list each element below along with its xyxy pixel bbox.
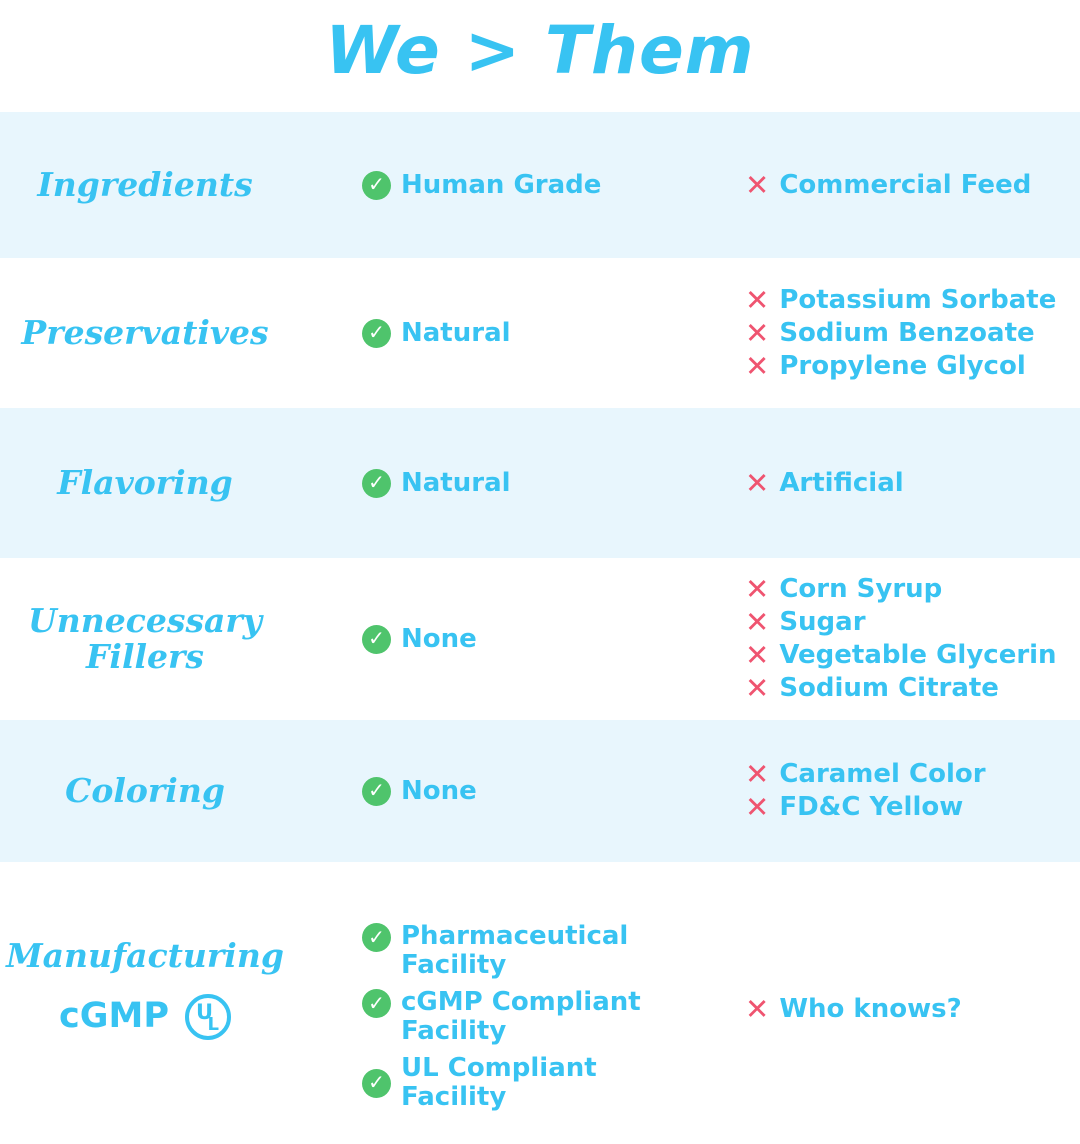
category-cell: Manufacturing cGMP U L: [0, 862, 290, 1116]
cross-icon: ✕: [745, 315, 770, 350]
them-item: ✕ Sodium Benzoate: [745, 315, 1035, 350]
we-column: ✓ None: [290, 720, 670, 862]
header: We > Them: [0, 0, 1080, 112]
them-column: ✕ Potassium Sorbate ✕ Sodium Benzoate ✕ …: [670, 258, 1080, 408]
we-item: ✓ UL Compliant Facility: [362, 1054, 670, 1112]
we-item-label: Pharmaceutical Facility: [401, 921, 629, 980]
category-label: Coloring: [65, 771, 225, 811]
category-label: Ingredients: [37, 165, 253, 205]
cross-icon: ✕: [745, 348, 770, 383]
category-cell: Ingredients: [0, 112, 290, 258]
them-item: ✕ Caramel Color: [745, 760, 986, 789]
category-label: Unnecessary Fillers: [28, 601, 262, 676]
we-item: ✓ Human Grade: [362, 169, 602, 200]
them-item-label: Sodium Benzoate: [779, 317, 1035, 348]
we-column: ✓ Natural: [290, 408, 670, 558]
category-cell: Coloring: [0, 720, 290, 862]
them-item-label: Artificial: [779, 467, 904, 498]
row-coloring: Coloring ✓ None ✕ Caramel Color ✕ FD&C Y…: [0, 720, 1080, 862]
them-item: ✕ FD&C Yellow: [745, 793, 963, 822]
them-column: ✕ Artificial: [670, 408, 1080, 558]
them-item: ✕ Potassium Sorbate: [745, 282, 1057, 317]
we-column: ✓ Human Grade: [290, 112, 670, 258]
cgmp-label: cGMP: [59, 996, 169, 1037]
cross-icon: ✕: [745, 282, 770, 317]
comparison-infographic: We > Them Ingredients ✓ Human Grade ✕ Co…: [0, 0, 1080, 1112]
them-column: ✕ Who knows?: [670, 842, 1080, 1136]
we-item-label: None: [401, 623, 477, 654]
them-item-label: Potassium Sorbate: [779, 284, 1057, 315]
cross-icon: ✕: [745, 790, 770, 824]
we-column: ✓ Pharmaceutical Facility ✓ cGMP Complia…: [290, 834, 670, 1144]
them-item: ✕ Vegetable Glycerin: [745, 641, 1057, 670]
them-item: ✕ Corn Syrup: [745, 575, 942, 604]
them-item-label: Corn Syrup: [779, 574, 943, 604]
them-item-label: Sodium Citrate: [779, 673, 999, 703]
page-title: We > Them: [325, 12, 755, 89]
them-item-label: FD&C Yellow: [779, 792, 964, 822]
cross-icon: ✕: [745, 605, 770, 639]
category-cell: Unnecessary Fillers: [0, 558, 290, 720]
cross-icon: ✕: [745, 572, 770, 606]
cross-icon: ✕: [745, 757, 770, 791]
we-item: ✓ Natural: [362, 467, 511, 498]
cgmp-line: cGMP U L: [59, 993, 231, 1040]
we-item: ✓ None: [362, 775, 477, 806]
we-item: ✓ Pharmaceutical Facility: [362, 922, 628, 980]
we-item-label: cGMP Compliant Facility: [401, 987, 641, 1046]
category-label: Flavoring: [57, 463, 233, 503]
we-item-label: None: [401, 775, 477, 806]
row-flavoring: Flavoring ✓ Natural ✕ Artificial: [0, 408, 1080, 558]
we-item: ✓ cGMP Compliant Facility: [362, 988, 641, 1046]
check-icon: ✓: [362, 170, 391, 200]
row-preservatives: Preservatives ✓ Natural ✕ Potassium Sorb…: [0, 258, 1080, 408]
we-column: ✓ None: [290, 558, 670, 720]
check-icon: ✓: [362, 1068, 391, 1098]
them-column: ✕ Caramel Color ✕ FD&C Yellow: [670, 720, 1080, 862]
ul-logo-l: L: [207, 1013, 219, 1035]
we-column: ✓ Natural: [290, 258, 670, 408]
them-item-label: Who knows?: [779, 993, 962, 1024]
them-column: ✕ Corn Syrup ✕ Sugar ✕ Vegetable Glyceri…: [670, 558, 1080, 720]
them-item: ✕ Commercial Feed: [745, 167, 1032, 202]
category-label: Manufacturing: [6, 936, 284, 976]
them-item-label: Propylene Glycol: [779, 350, 1026, 381]
row-unnecessary-fillers: Unnecessary Fillers ✓ None ✕ Corn Syrup …: [0, 558, 1080, 720]
ul-logo-u: U: [195, 999, 214, 1024]
row-ingredients: Ingredients ✓ Human Grade ✕ Commercial F…: [0, 112, 1080, 258]
check-icon: ✓: [362, 776, 391, 806]
them-item-label: Caramel Color: [779, 759, 986, 789]
cross-icon: ✕: [745, 671, 770, 705]
check-icon: ✓: [362, 318, 391, 348]
we-item-label: Natural: [401, 317, 511, 348]
check-icon: ✓: [362, 989, 391, 1018]
check-icon: ✓: [362, 624, 391, 654]
them-item: ✕ Propylene Glycol: [745, 348, 1026, 383]
cross-icon: ✕: [745, 465, 770, 500]
them-item-label: Commercial Feed: [779, 169, 1032, 200]
them-item: ✕ Sodium Citrate: [745, 674, 999, 703]
category-label: Preservatives: [21, 313, 269, 353]
we-item: ✓ Natural: [362, 317, 511, 348]
category-cell: Preservatives: [0, 258, 290, 408]
check-icon: ✓: [362, 923, 391, 952]
them-item-label: Vegetable Glycerin: [779, 640, 1057, 670]
them-column: ✕ Commercial Feed: [670, 112, 1080, 258]
we-item-label: Natural: [401, 467, 511, 498]
we-item-label: UL Compliant Facility: [401, 1053, 597, 1112]
we-item-label: Human Grade: [401, 169, 602, 200]
cross-icon: ✕: [745, 991, 770, 1026]
them-item: ✕ Who knows?: [745, 991, 962, 1026]
ul-logo: U L: [184, 993, 231, 1040]
them-item: ✕ Artificial: [745, 465, 904, 500]
category-cell: Flavoring: [0, 408, 290, 558]
cross-icon: ✕: [745, 167, 770, 202]
them-item: ✕ Sugar: [745, 608, 866, 637]
check-icon: ✓: [362, 468, 391, 498]
cross-icon: ✕: [745, 638, 770, 672]
them-item-label: Sugar: [779, 607, 866, 637]
row-manufacturing: Manufacturing cGMP U L ✓ Pharmaceutical …: [0, 862, 1080, 1112]
we-item: ✓ None: [362, 623, 477, 654]
